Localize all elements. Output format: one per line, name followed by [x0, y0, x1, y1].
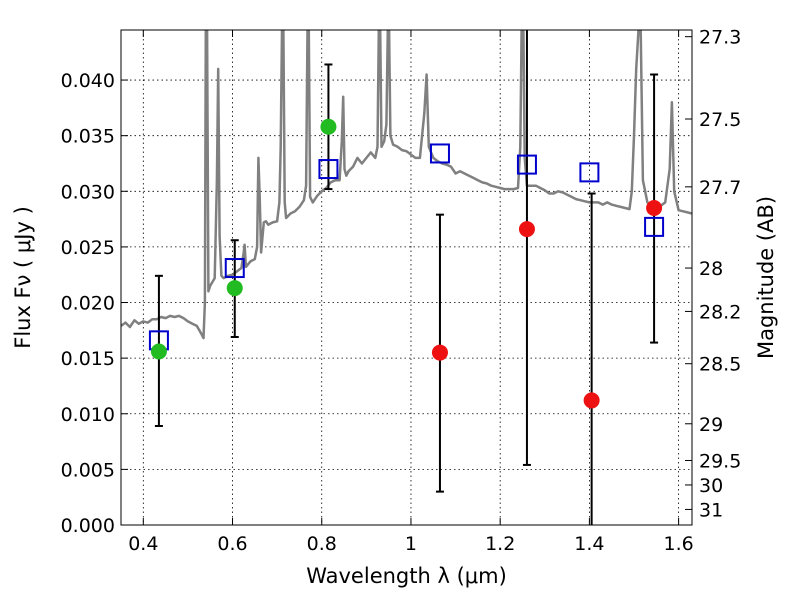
y-tick-label: 0.005: [61, 459, 115, 481]
magnitude-tick-label: 27.7: [699, 177, 741, 199]
x-tick-label: 1.6: [664, 533, 694, 555]
x-axis-ticks: 0.4 0.6 0.8 1 1.2 1.4 1.6: [128, 30, 694, 555]
y-tick-label: 0.025: [61, 237, 115, 259]
y-tick-label: 0.030: [61, 181, 115, 203]
y-axis-label-left: Flux Fν ( μJy ): [11, 206, 35, 349]
upper-limit-point: [518, 221, 535, 238]
magnitude-tick-label: 28: [699, 258, 723, 280]
y-tick-label: 0.035: [61, 126, 115, 148]
y-axis-ticks: 0.000 0.005 0.010 0.015 0.020 0.025 0.030 0.035…: [61, 70, 128, 537]
magnitude-tick-label: 28.5: [699, 354, 741, 376]
x-tick-label: 0.6: [217, 533, 247, 555]
x-tick-label: 0.4: [128, 533, 158, 555]
y-tick-label: 0.040: [61, 70, 115, 92]
upper-limit-point: [431, 344, 448, 361]
magnitude-tick-label: 31: [699, 499, 723, 521]
detection-point: [320, 118, 337, 135]
model-photometry-square: [516, 154, 537, 175]
upper-limit-point: [583, 392, 600, 409]
model-spectrum-line: [121, 30, 692, 340]
magnitude-tick-label: 27.5: [699, 109, 741, 131]
y-tick-label: 0.020: [61, 293, 115, 315]
plot-area: [121, 30, 692, 525]
y-axis-label-right: Magnitude (AB): [754, 196, 778, 359]
y-tick-label: 0.000: [61, 515, 115, 537]
plot-frame: [120, 29, 693, 526]
model-photometry-square: [644, 216, 665, 237]
magnitude-tick-label: 29.5: [699, 450, 741, 472]
magnitude-tick-label: 29: [699, 414, 723, 436]
magnitude-tick-label: 27.3: [699, 27, 741, 49]
model-photometry-square: [318, 159, 339, 180]
detection-point: [150, 343, 167, 360]
x-tick-label: 1: [405, 533, 417, 555]
y-tick-label: 0.015: [61, 348, 115, 370]
x-tick-label: 1.4: [574, 533, 604, 555]
magnitude-tick-label: 30: [699, 475, 723, 497]
upper-limit-point: [646, 199, 663, 216]
y-tick-label: 0.010: [61, 404, 115, 426]
magnitude-tick-label: 28.2: [699, 301, 741, 323]
model-photometry-square: [579, 162, 600, 183]
x-tick-label: 1.2: [485, 533, 515, 555]
detection-point: [226, 280, 243, 297]
x-tick-label: 0.8: [307, 533, 337, 555]
x-axis-label: Wavelength λ (μm): [306, 564, 507, 588]
model-photometry-square: [429, 143, 450, 164]
model-photometry-square: [224, 258, 245, 279]
